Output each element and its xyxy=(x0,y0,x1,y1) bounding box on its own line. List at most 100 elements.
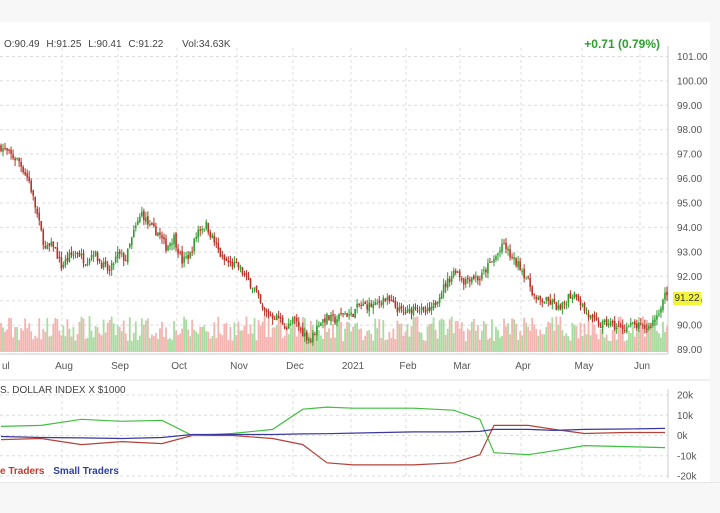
volume-bar xyxy=(565,333,568,352)
volume-bar xyxy=(263,316,266,352)
volume-bar xyxy=(450,316,453,352)
volume-bar xyxy=(356,322,359,352)
candle-body xyxy=(52,241,55,248)
candle-body xyxy=(609,321,612,326)
candle-body xyxy=(56,247,59,259)
candle-body xyxy=(324,318,326,323)
volume-bar xyxy=(478,339,481,352)
candle-body xyxy=(245,272,248,276)
volume-bar xyxy=(36,337,39,352)
volume-bar xyxy=(662,321,664,352)
candle-body xyxy=(219,247,222,257)
volume-bar xyxy=(287,334,290,352)
volume-bar xyxy=(48,336,51,352)
volume-bar xyxy=(118,327,121,352)
candle-body xyxy=(422,306,425,310)
candle-body xyxy=(434,302,437,305)
volume-bar xyxy=(468,330,471,352)
price-axis-label: 99.00 xyxy=(677,101,702,112)
volume-bar xyxy=(277,318,280,352)
candle-body xyxy=(70,252,73,256)
price-axis-label: 97.00 xyxy=(677,150,702,161)
candle-body xyxy=(318,325,320,327)
volume-bar xyxy=(557,324,560,352)
candle-body xyxy=(259,294,262,304)
volume-bar xyxy=(142,324,145,352)
legend-commercials[interactable]: e Traders xyxy=(0,466,45,477)
candle-body xyxy=(555,302,558,311)
candle-body xyxy=(261,304,264,309)
candle-body xyxy=(410,309,413,314)
candle-body xyxy=(167,245,169,251)
price-axis-label: 94.00 xyxy=(677,223,702,234)
volume-bar xyxy=(390,337,393,352)
volume-bar xyxy=(454,321,457,352)
candle-body xyxy=(201,228,204,231)
candle-body xyxy=(82,253,85,264)
price-axis-label: 96.00 xyxy=(677,174,702,185)
last-price-tag: 91.22 xyxy=(673,292,701,305)
volume-bar xyxy=(531,317,534,352)
candle-body xyxy=(523,269,525,279)
volume-bar xyxy=(366,330,369,352)
volume-bar xyxy=(627,331,630,352)
low-value: L:90.41 xyxy=(88,39,122,50)
candle-body xyxy=(442,284,445,293)
candle-body xyxy=(366,304,369,310)
volume-bar xyxy=(20,328,23,352)
candle-body xyxy=(593,315,596,318)
volume-bar xyxy=(267,316,270,352)
volume-bar xyxy=(249,324,252,352)
candle-body xyxy=(110,262,113,271)
volume-bar xyxy=(386,339,389,352)
volume-bar xyxy=(74,340,77,352)
candle-body xyxy=(448,279,451,283)
candle-body xyxy=(342,313,344,315)
candle-body xyxy=(293,317,296,319)
month-label: Mar xyxy=(453,361,471,372)
volume-bar xyxy=(68,328,71,352)
volume-bar xyxy=(472,318,475,352)
candle-body xyxy=(251,288,254,290)
volume-bar xyxy=(555,316,558,352)
candle-body xyxy=(326,314,328,324)
candle-body xyxy=(191,251,193,253)
volume-bar xyxy=(130,340,133,352)
candle-body xyxy=(652,320,654,327)
volume-bar xyxy=(293,317,296,352)
volume-bar xyxy=(402,335,405,352)
candle-body xyxy=(565,303,568,305)
volume-bar xyxy=(396,320,399,352)
volume-bar xyxy=(543,334,546,352)
legend-small-traders[interactable]: Small Traders xyxy=(53,466,119,477)
volume-bar xyxy=(360,328,363,352)
volume-bar xyxy=(273,327,276,352)
candle-body xyxy=(6,148,8,151)
candle-body xyxy=(354,308,356,319)
candle-body xyxy=(155,226,157,236)
volume-bar xyxy=(336,320,338,352)
candle-body xyxy=(481,272,483,280)
candle-body xyxy=(525,278,527,280)
candle-body xyxy=(430,306,433,311)
candle-body xyxy=(438,297,441,303)
volume-bar xyxy=(346,321,348,352)
volume-bar xyxy=(271,327,274,352)
candle-body xyxy=(223,255,226,261)
volume-bar xyxy=(384,339,387,352)
volume-bar xyxy=(205,331,208,352)
candle-body xyxy=(66,257,69,261)
candle-body xyxy=(149,224,151,226)
volume-bar xyxy=(217,316,220,352)
month-label: May xyxy=(575,361,594,372)
volume-bar xyxy=(153,336,155,352)
candle-body xyxy=(221,255,224,257)
candle-body xyxy=(424,310,427,313)
candle-body xyxy=(78,252,81,257)
volume-bar xyxy=(666,326,668,352)
candle-body xyxy=(406,309,409,313)
candle-body xyxy=(120,253,123,255)
candle-body xyxy=(378,301,381,303)
candle-body xyxy=(330,314,332,322)
